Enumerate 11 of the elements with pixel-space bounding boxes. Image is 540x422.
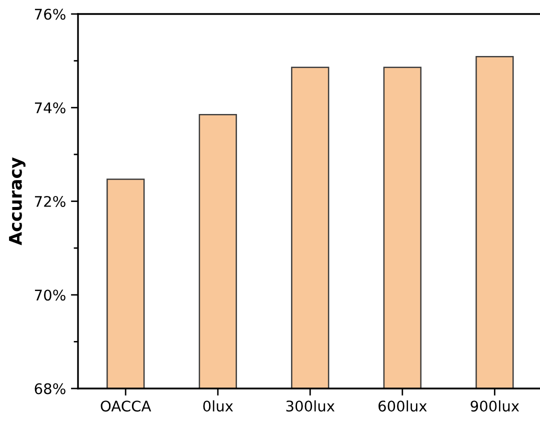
y-tick-label: 74% [34,102,66,114]
y-tick-label: 76% [34,8,66,20]
x-tick-label: OACCA [100,400,152,412]
y-tick-label: 72% [34,196,66,207]
y-tick-label: 68% [34,383,66,394]
x-tick-label: 900lux [470,400,520,412]
x-tick-label: 0lux [203,400,233,412]
y-axis-title: Accuracy [9,157,26,246]
y-tick-label: 70% [34,290,66,301]
x-tick-label: 600lux [378,400,427,412]
x-tick-label: 300lux [286,400,335,412]
